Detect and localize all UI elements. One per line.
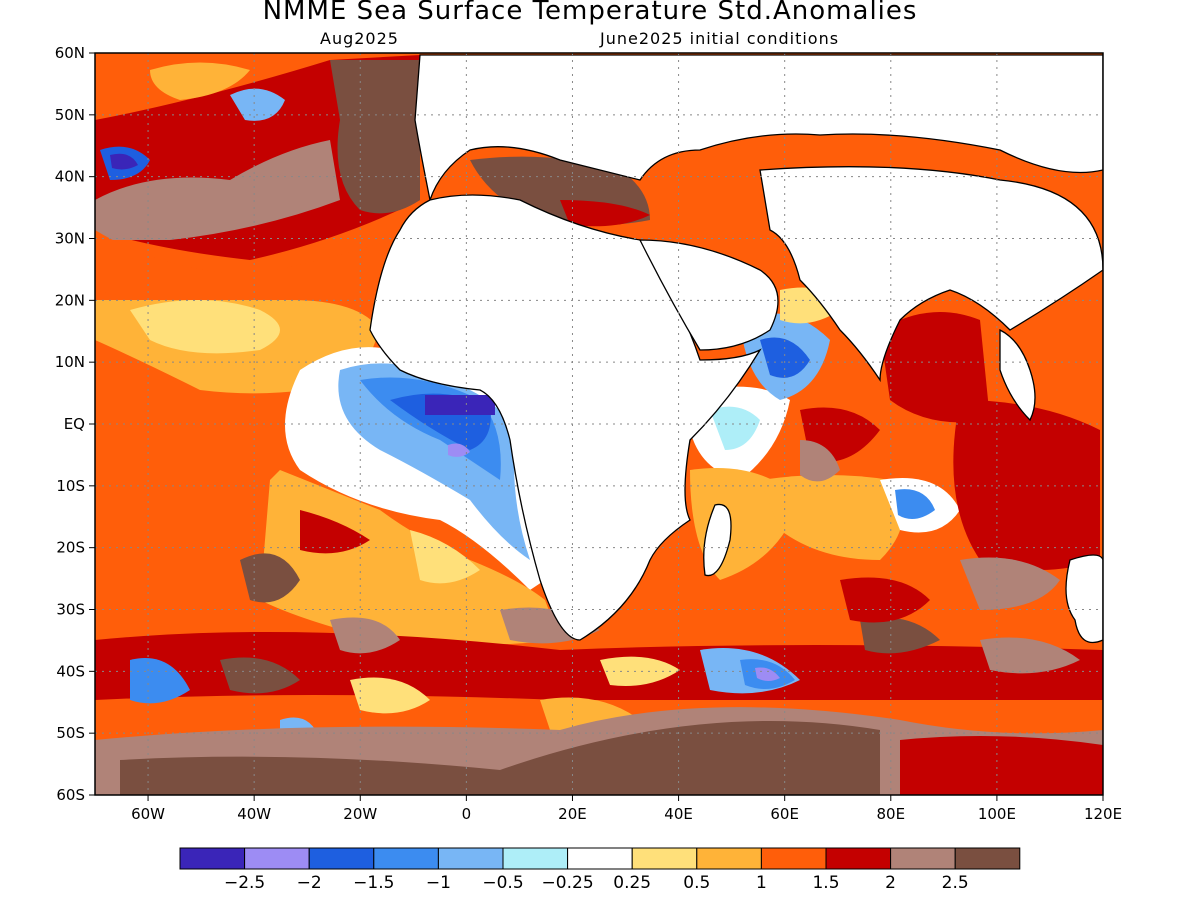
colorbar-cell [502, 847, 569, 870]
lat-tick-label: 50N [55, 106, 85, 124]
colorbar-label: 2.5 [941, 873, 969, 893]
lat-tick-label: 40S [56, 662, 85, 680]
initial-conditions: June2025 initial conditions [600, 29, 840, 48]
colorbar-cell [308, 847, 375, 870]
colorbar-cell [373, 847, 439, 870]
lat-tick-label: 40N [55, 168, 85, 186]
colorbar-label: −1.5 [353, 873, 395, 893]
longitude-axis: 60W 40W 20W 0 20E 40E 60E 80E 100E 120E [131, 795, 1122, 823]
colorbar-label: −1 [425, 873, 451, 893]
lat-tick-label: 60S [56, 786, 85, 804]
colorbar-label: 1.5 [812, 873, 840, 893]
colorbar-label: 2 [885, 873, 897, 893]
chart-title: NMME Sea Surface Temperature Std.Anomali… [262, 0, 918, 26]
lon-tick-label: 80E [877, 805, 906, 823]
colorbar [179, 847, 1021, 870]
lat-tick-label: 60N [55, 44, 85, 62]
colorbar-label: −0.25 [541, 873, 594, 893]
lat-tick-label: 10S [56, 477, 85, 495]
colorbar-label: 0.5 [683, 873, 711, 893]
colorbar-label: −2.5 [223, 873, 266, 893]
lat-tick-label: 50S [56, 724, 85, 742]
land [369, 54, 1103, 644]
colorbar-label: 0.25 [613, 873, 652, 893]
lat-tick-label: EQ [64, 415, 85, 433]
lon-tick-label: 20E [558, 805, 587, 823]
colorbar-cell [244, 847, 310, 870]
lat-tick-label: 10N [55, 353, 85, 371]
latitude-axis: 60N 50N 40N 30N 20N 10N EQ 10S 20S 30S 40S 50S 60S [55, 44, 95, 804]
lat-tick-label: 30N [55, 230, 85, 248]
colorbar-cell [825, 847, 892, 870]
colorbar-cell [631, 847, 698, 870]
forecast-month: Aug2025 [320, 29, 399, 48]
colorbar-cell [696, 847, 762, 870]
graticule [95, 53, 1103, 795]
lon-tick-label: 60W [131, 805, 165, 823]
colorbar-cell [437, 847, 504, 870]
lon-tick-label: 40W [237, 805, 271, 823]
colorbar-cell [179, 847, 246, 870]
colorbar-cell [567, 847, 633, 870]
lat-tick-label: 30S [56, 601, 85, 619]
colorbar-label: −0.5 [482, 873, 524, 893]
lon-tick-label: 60E [770, 805, 799, 823]
lat-tick-label: 20N [55, 291, 85, 309]
colorbar-label: 1 [755, 873, 767, 893]
lon-tick-label: 0 [462, 805, 472, 823]
lon-tick-label: 20W [343, 805, 377, 823]
lon-tick-label: 40E [664, 805, 693, 823]
colorbar-cell [954, 847, 1021, 870]
lon-tick-label: 120E [1084, 805, 1122, 823]
lon-tick-label: 100E [978, 805, 1016, 823]
colorbar-cell [890, 847, 956, 870]
lat-tick-label: 20S [56, 539, 85, 557]
colorbar-label: −2 [296, 873, 322, 893]
colorbar-cell [760, 847, 827, 870]
